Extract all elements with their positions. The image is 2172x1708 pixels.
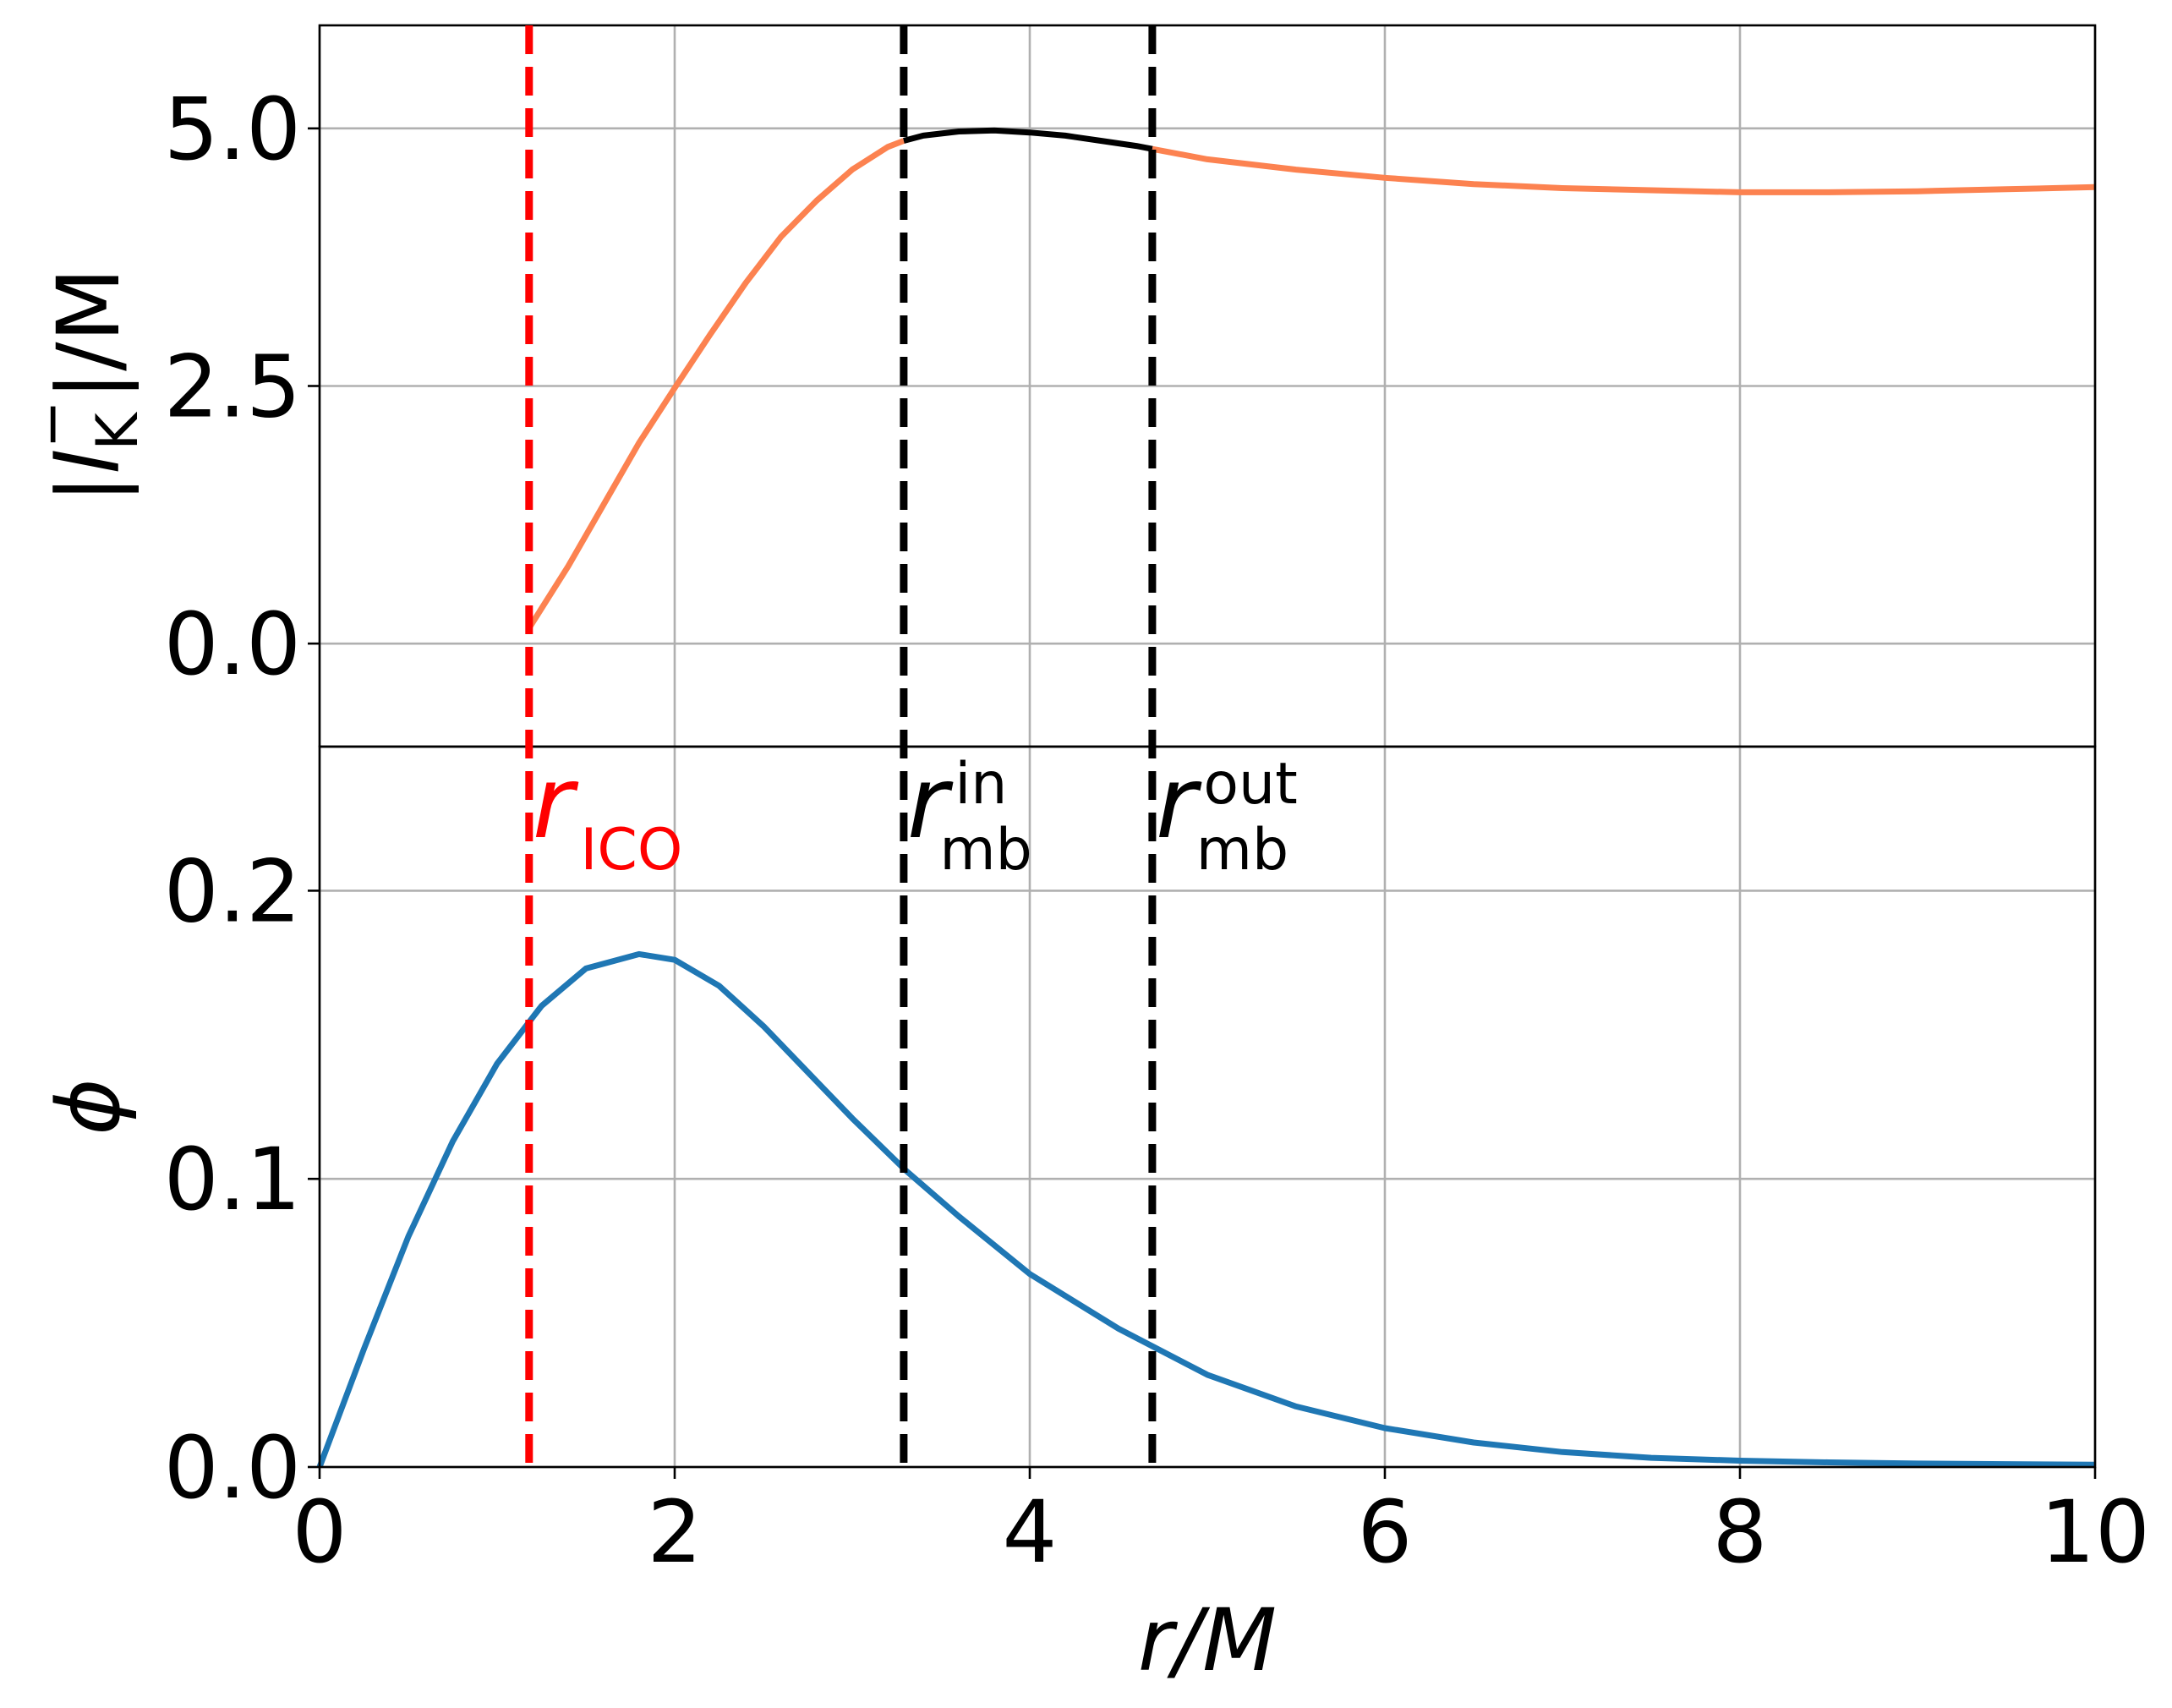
x-tick-label: 4: [1003, 1482, 1058, 1583]
top-y-tick-label: 5.0: [164, 79, 301, 180]
reference-line-labels: r ICO r in mb r out mb: [533, 744, 1298, 884]
reference-line-label-1: r in mb: [907, 744, 1032, 884]
bottom-y-tick-label: 0.0: [164, 1418, 301, 1519]
top-grid: [320, 25, 2095, 747]
bottom-y-tick-label: 0.1: [164, 1130, 301, 1230]
bottom-x-ticks: 0 2 4 6 8 10: [293, 1467, 2150, 1583]
bottom-y-axis-title: ϕ: [39, 1078, 140, 1135]
x-tick-label: 8: [1713, 1482, 1768, 1583]
bottom-y-ticks: 0.0 0.1 0.2: [164, 841, 320, 1519]
x-tick-label: 10: [2040, 1482, 2150, 1583]
top-series: [529, 130, 2095, 628]
top-series-line-1: [904, 130, 1152, 149]
top-series-line-0: [529, 141, 904, 628]
top-y-ticks: 0.0 2.5 5.0: [164, 79, 320, 695]
bottom-series: [320, 954, 2095, 1467]
bottom-series-line-0: [320, 954, 2095, 1467]
top-series-line-2: [1152, 149, 2095, 192]
top-panel: 0.0 2.5 5.0 |lK−|/M: [19, 25, 2095, 747]
top-y-tick-label: 2.5: [164, 337, 301, 438]
x-tick-label: 0: [293, 1482, 347, 1583]
x-tick-label: 6: [1358, 1482, 1413, 1583]
top-y-tick-label: 0.0: [164, 594, 301, 695]
bottom-y-tick-label: 0.2: [164, 841, 301, 942]
x-axis-title: r/M: [1138, 1590, 1277, 1691]
reference-line-label-0: r ICO: [533, 744, 683, 884]
reference-line-label-2: r out mb: [1156, 744, 1298, 884]
top-y-axis-title: |lK−|/M: [19, 267, 151, 503]
bottom-panel: 0.0 0.1 0.2 0 2 4 6 8 10 ϕ r/M: [39, 747, 2150, 1691]
x-tick-label: 2: [648, 1482, 703, 1583]
